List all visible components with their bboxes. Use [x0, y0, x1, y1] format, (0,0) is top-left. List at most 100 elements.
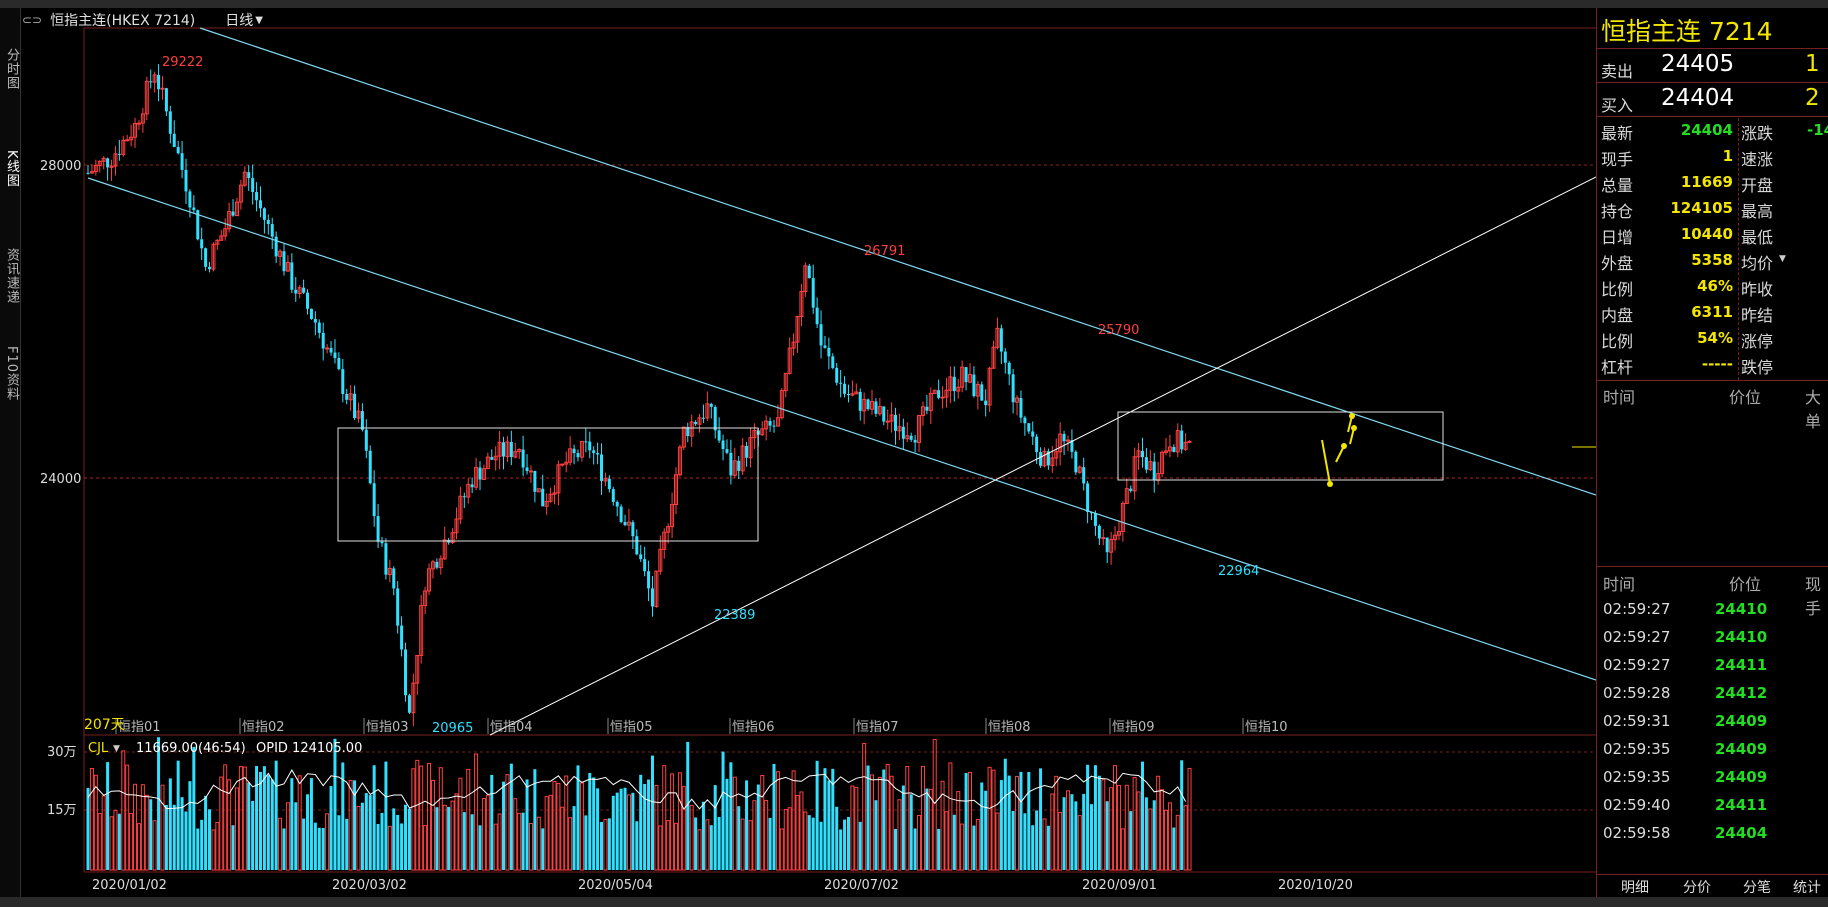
volume-bar	[290, 778, 294, 870]
sell-qty: 1	[1805, 51, 1820, 77]
candle-body	[850, 393, 855, 396]
candle-body	[658, 548, 663, 572]
sell-label: 卖出	[1601, 62, 1634, 81]
tick-row[interactable]: 02:59:28 24412	[1603, 684, 1828, 712]
volume-bar	[647, 779, 651, 870]
tick-row[interactable]: 02:59:27 24410	[1603, 628, 1828, 656]
candle-body	[815, 307, 819, 325]
tick-row[interactable]: 02:59:35 24409	[1603, 740, 1828, 768]
candle-body	[404, 649, 408, 696]
volume-bar	[238, 766, 243, 871]
candle-body	[1109, 539, 1114, 553]
candle-body	[552, 492, 557, 495]
volume-bar	[1148, 808, 1153, 871]
candle-body	[270, 224, 274, 237]
tab-f10[interactable]: F10资料	[4, 346, 19, 402]
volume-bar	[423, 825, 428, 871]
volume-bar	[536, 816, 541, 871]
volume-bar	[1050, 793, 1055, 871]
tab-kline[interactable]: K线图	[4, 150, 19, 188]
candle-body	[215, 239, 220, 245]
candle-body	[975, 383, 980, 397]
tab-detail[interactable]: 明细	[1621, 880, 1649, 896]
candle-body	[258, 200, 262, 209]
candle-body	[152, 74, 157, 83]
volume-bar	[1019, 771, 1023, 870]
arrow-head-icon	[1349, 413, 1355, 419]
volume-bar	[948, 762, 953, 871]
volume-legend-opid: OPID 124105.00	[256, 741, 362, 756]
candle-body	[106, 158, 110, 168]
volume-bar	[1164, 809, 1168, 871]
volume-bar	[109, 816, 114, 871]
tick-row[interactable]: 02:59:58 24404	[1603, 824, 1828, 852]
tab-news[interactable]: 资讯速递	[4, 248, 19, 304]
volume-bar	[956, 791, 961, 871]
candle-body	[544, 500, 549, 507]
stat-label: 比例	[1601, 332, 1634, 351]
candle-body	[717, 430, 721, 441]
volume-bar	[411, 768, 416, 871]
volume-bar	[404, 804, 408, 870]
volume-bar	[447, 806, 451, 870]
candle-body	[474, 467, 479, 488]
volume-bar	[140, 784, 145, 871]
candle-body	[1082, 467, 1086, 484]
candle-body	[772, 425, 776, 427]
tick-row[interactable]: 02:59:40 24411	[1603, 796, 1828, 824]
volume-bar	[932, 738, 937, 871]
candle-body	[732, 460, 737, 476]
sell-price: 24405	[1661, 51, 1735, 77]
link-icon[interactable]: ⊂⊃	[22, 13, 43, 27]
candle-body	[93, 165, 98, 173]
candle-body	[968, 374, 972, 383]
support-trend-line	[489, 176, 1596, 736]
volume-bar	[341, 762, 345, 870]
tick-row[interactable]: 02:59:27 24410	[1603, 600, 1828, 628]
candle-body	[858, 391, 862, 411]
candle-body	[521, 449, 525, 468]
tab-stats[interactable]: 统计	[1793, 880, 1821, 896]
chevron-down-icon[interactable]: ▼	[1779, 254, 1786, 264]
volume-bar	[968, 771, 972, 871]
candle-body	[897, 426, 902, 432]
kline-chart[interactable]: 28000 24000 30万 15万 29222 26791 25790 22389 2296…	[0, 0, 1596, 897]
tab-price-dist[interactable]: 分价	[1683, 880, 1711, 896]
volume-bar	[380, 812, 384, 870]
chevron-down-icon[interactable]: ▼	[255, 14, 263, 26]
stat-value: -----	[1701, 355, 1733, 373]
tab-trades[interactable]: 分笔	[1743, 880, 1771, 896]
volume-bar	[89, 767, 94, 871]
price-annotation: 29222	[162, 55, 203, 70]
volume-bar	[1129, 811, 1133, 870]
volume-bar	[894, 828, 898, 870]
candle-body	[1167, 446, 1172, 452]
price-tick-label: 24000	[40, 472, 81, 487]
candle-body	[525, 467, 529, 472]
candle-body	[1011, 374, 1015, 403]
tick-row[interactable]: 02:59:31 24409	[1603, 712, 1828, 740]
candle-body	[882, 406, 886, 422]
volume-bar	[564, 775, 569, 871]
tab-intraday[interactable]: 分时图	[4, 48, 19, 90]
volume-bar	[827, 780, 831, 870]
volume-bar	[756, 784, 760, 870]
candle-body	[607, 478, 611, 490]
candle-body	[760, 428, 765, 436]
volume-bar	[1097, 775, 1101, 870]
candle-body	[603, 478, 608, 482]
volume-bar	[1066, 790, 1070, 871]
volume-bar	[725, 778, 729, 870]
stat-value: 10440	[1680, 225, 1733, 243]
candle-body	[419, 604, 424, 656]
period-selector[interactable]: 日线	[225, 13, 254, 29]
candle-body	[317, 322, 321, 333]
tick-row[interactable]: 02:59:35 24409	[1603, 768, 1828, 796]
volume-bar	[136, 823, 141, 871]
stat-label: 均价	[1741, 254, 1774, 273]
candle-body	[485, 456, 490, 470]
tick-row[interactable]: 02:59:27 24411	[1603, 656, 1828, 684]
volume-bar	[517, 812, 522, 871]
volume-bar	[635, 821, 639, 870]
candle-body	[528, 470, 533, 473]
